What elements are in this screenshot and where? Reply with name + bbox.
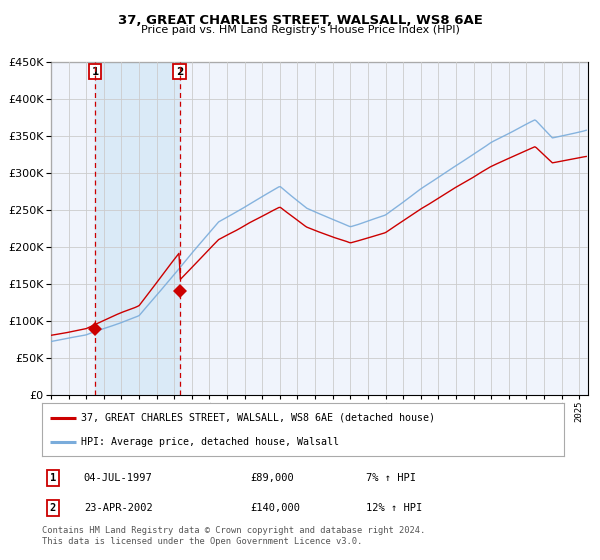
Text: HPI: Average price, detached house, Walsall: HPI: Average price, detached house, Wals… <box>81 437 339 447</box>
Text: 2: 2 <box>176 67 183 77</box>
Text: Contains HM Land Registry data © Crown copyright and database right 2024.
This d: Contains HM Land Registry data © Crown c… <box>42 526 425 546</box>
Text: 2: 2 <box>50 503 56 514</box>
Text: 23-APR-2002: 23-APR-2002 <box>84 503 152 514</box>
Text: £89,000: £89,000 <box>251 473 295 483</box>
Text: Price paid vs. HM Land Registry's House Price Index (HPI): Price paid vs. HM Land Registry's House … <box>140 25 460 35</box>
Text: 1: 1 <box>50 473 56 483</box>
Text: 12% ↑ HPI: 12% ↑ HPI <box>365 503 422 514</box>
Text: 37, GREAT CHARLES STREET, WALSALL, WS8 6AE: 37, GREAT CHARLES STREET, WALSALL, WS8 6… <box>118 14 482 27</box>
Text: 37, GREAT CHARLES STREET, WALSALL, WS8 6AE (detached house): 37, GREAT CHARLES STREET, WALSALL, WS8 6… <box>81 413 435 423</box>
Text: £140,000: £140,000 <box>251 503 301 514</box>
Text: 04-JUL-1997: 04-JUL-1997 <box>84 473 152 483</box>
Bar <box>95 62 179 395</box>
Text: 7% ↑ HPI: 7% ↑ HPI <box>365 473 416 483</box>
Text: 1: 1 <box>91 67 98 77</box>
